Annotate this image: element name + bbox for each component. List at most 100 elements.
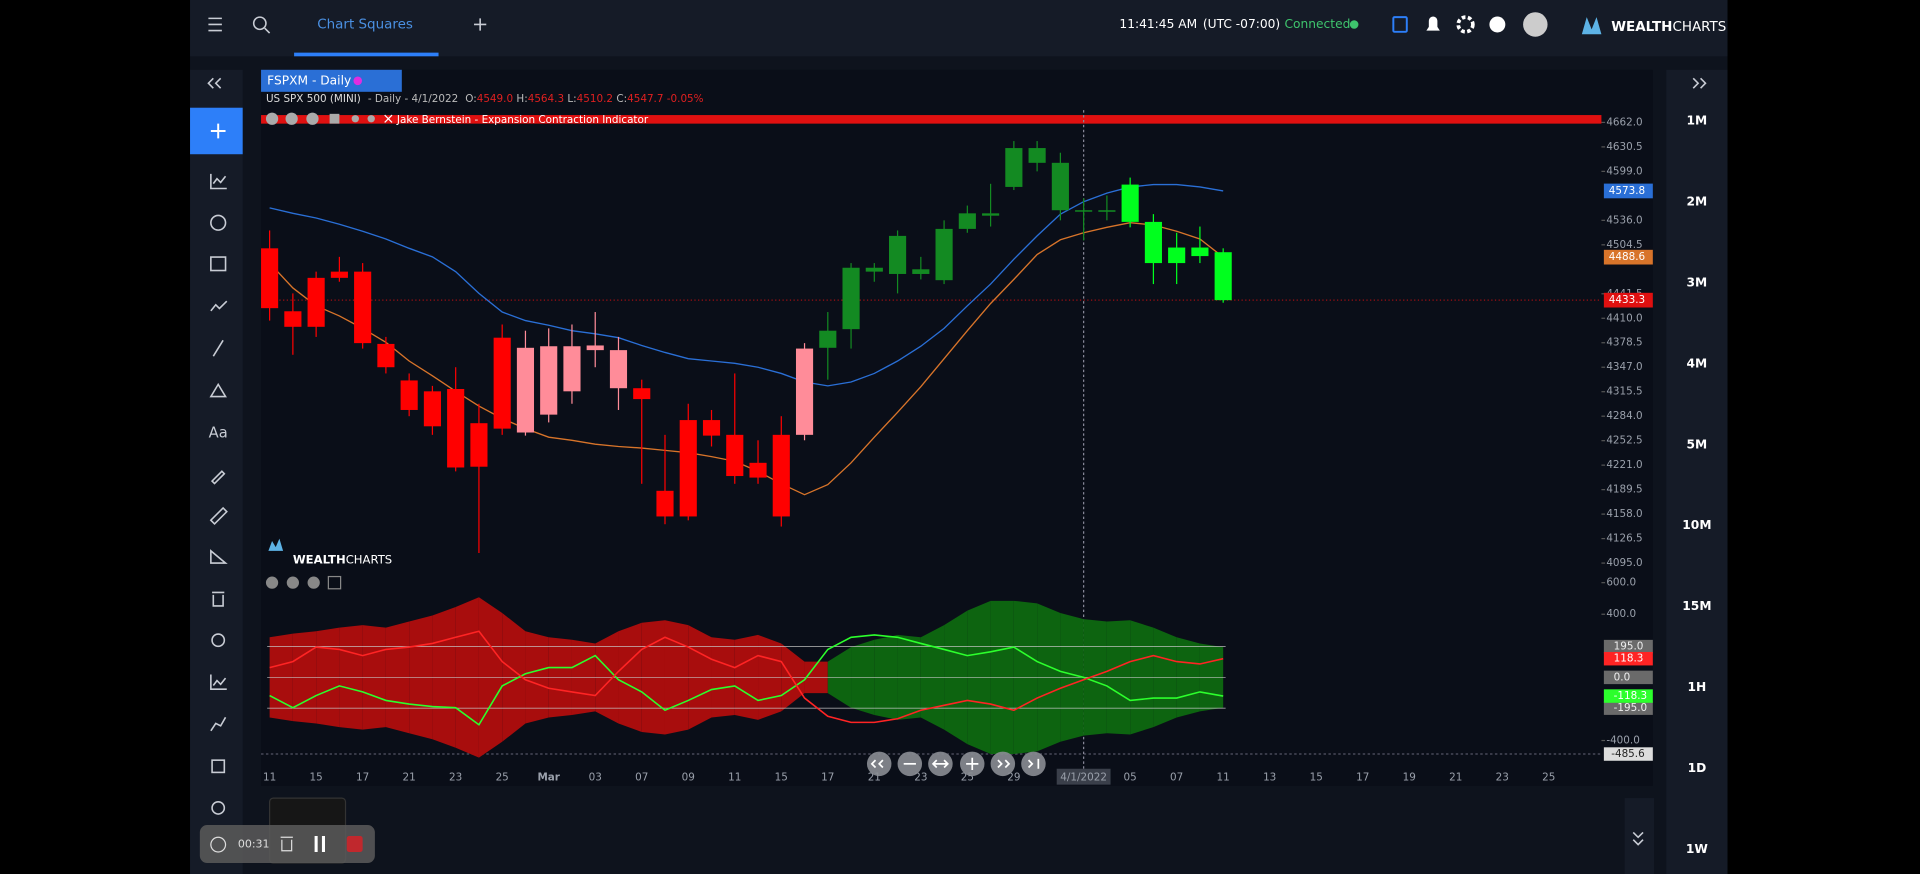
nav-glyph [1027, 758, 1040, 769]
tool-measure[interactable] [210, 549, 228, 564]
logo-bold: WEALTH [1611, 20, 1672, 35]
candle-body [423, 391, 441, 427]
avatar[interactable] [1523, 12, 1548, 37]
legend-symbol: US SPX 500 (MINI) [266, 93, 361, 105]
candle-body [842, 267, 860, 330]
tool-calendar[interactable] [210, 256, 227, 272]
alerts-icon[interactable] [1426, 16, 1440, 31]
candle-body [516, 347, 535, 433]
tool-ruler[interactable] [209, 506, 228, 526]
chart-tab[interactable]: Chart Squares [317, 17, 413, 32]
ctl-eye[interactable] [351, 115, 359, 123]
x-tick-label: 19 [1403, 771, 1416, 783]
nav-button[interactable] [1021, 751, 1046, 777]
plot: 4662.04630.54599.04536.04504.54441.54410… [261, 110, 1653, 785]
save-icon[interactable] [1392, 16, 1408, 33]
search-icon[interactable] [252, 16, 271, 34]
candle-body [1098, 210, 1116, 212]
collapse-right[interactable] [1692, 77, 1707, 89]
timeframe[interactable]: 2M [1687, 195, 1708, 209]
nav-button[interactable] [990, 751, 1016, 777]
y-tick-label: 400.0 [1606, 608, 1636, 620]
legend-l-label: L: [567, 93, 576, 105]
tool-layers[interactable] [211, 759, 226, 774]
timeframe[interactable]: 1M [1687, 114, 1708, 128]
logo-mark [1581, 17, 1602, 35]
x-tick-label: 23 [1496, 771, 1509, 783]
timeframe[interactable]: 5M [1687, 437, 1708, 451]
tool-trend[interactable] [210, 300, 228, 312]
timeframe[interactable]: 10M [1682, 518, 1711, 532]
candle-body [1144, 221, 1162, 264]
ctl-1[interactable] [265, 112, 279, 125]
nav-buttons [866, 751, 1046, 777]
ctl-3[interactable] [306, 112, 319, 125]
timeframe[interactable]: 4M [1687, 356, 1708, 370]
y-tick-label: 4252.5 [1606, 435, 1642, 447]
x-tick-label: 23 [449, 771, 462, 783]
menu-icon[interactable] [208, 17, 222, 32]
timeframe[interactable]: 1H [1688, 680, 1707, 694]
recorder-pause[interactable] [314, 836, 326, 852]
legend-o: 4549.0 [477, 93, 513, 105]
y-tick-label: -400.0 [1606, 735, 1640, 747]
connection-status: Connected [1284, 17, 1350, 31]
timeframe[interactable]: 3M [1687, 276, 1708, 290]
timeframe[interactable]: 15M [1682, 599, 1711, 613]
x-tick-label: 17 [1356, 771, 1369, 783]
candle-body [540, 346, 558, 415]
pane-ctl-2[interactable] [286, 576, 299, 589]
tab-underline [294, 52, 439, 57]
y-tick-label: 4095.0 [1606, 557, 1642, 569]
tool-shape[interactable] [209, 382, 227, 398]
crosshair-date: 4/1/2022 [1060, 771, 1107, 783]
collapse-left[interactable] [207, 77, 222, 89]
ctl-4[interactable] [329, 113, 340, 124]
candle-body [795, 348, 814, 435]
y-tick-label: 4347.0 [1606, 361, 1642, 373]
legend-l: 4510.2 [577, 93, 613, 105]
candle-body [447, 388, 465, 468]
timeframe[interactable]: 1W [1686, 842, 1709, 856]
tool-indicators[interactable] [210, 173, 227, 190]
candle-body [493, 337, 511, 429]
tool-chart[interactable] [210, 674, 227, 690]
watermark-light: CHARTS [346, 552, 392, 566]
ctl-gear[interactable] [367, 115, 375, 123]
pane-ctl-3[interactable] [307, 576, 320, 589]
x-tick-label: 29 [1007, 771, 1020, 783]
recorder-stop[interactable] [346, 836, 363, 852]
candle-body [307, 277, 325, 327]
indicator-badge [1603, 651, 1653, 666]
pane-ctl-4[interactable] [327, 575, 342, 590]
x-tick-label: 21 [1449, 771, 1462, 783]
settings-icon[interactable] [1456, 15, 1475, 34]
chart-title: FSPXM - Daily [267, 73, 351, 87]
timeframe[interactable]: 1D [1688, 761, 1707, 775]
pane-ctl-1[interactable] [265, 576, 279, 589]
ctl-2[interactable] [285, 112, 298, 125]
recorder-delete[interactable] [280, 836, 293, 852]
tool-text[interactable]: Aa [209, 424, 228, 441]
x-tick-label: 15 [310, 771, 323, 783]
y-tick-label: 4504.5 [1606, 239, 1642, 251]
add-tab[interactable] [474, 18, 487, 31]
tool-pattern[interactable] [210, 716, 227, 732]
ctl-close[interactable] [384, 114, 393, 123]
recorder-icon[interactable] [210, 836, 227, 853]
candle-body [470, 423, 488, 467]
x-tick-label: 23 [914, 771, 927, 783]
tool-target[interactable] [211, 800, 226, 815]
tool-history[interactable] [210, 214, 227, 231]
candle-body [935, 228, 953, 281]
ylim-badge-label: -485.6 [1611, 748, 1645, 760]
tool-line[interactable] [212, 339, 224, 357]
help-icon[interactable] [1489, 16, 1506, 33]
legend-o-label: O: [465, 93, 477, 105]
x-tick-label: 25 [496, 771, 509, 783]
tool-delete[interactable] [212, 591, 225, 607]
tool-refresh[interactable] [211, 633, 226, 648]
tool-brush[interactable] [210, 470, 226, 485]
pane-controls [265, 575, 342, 590]
